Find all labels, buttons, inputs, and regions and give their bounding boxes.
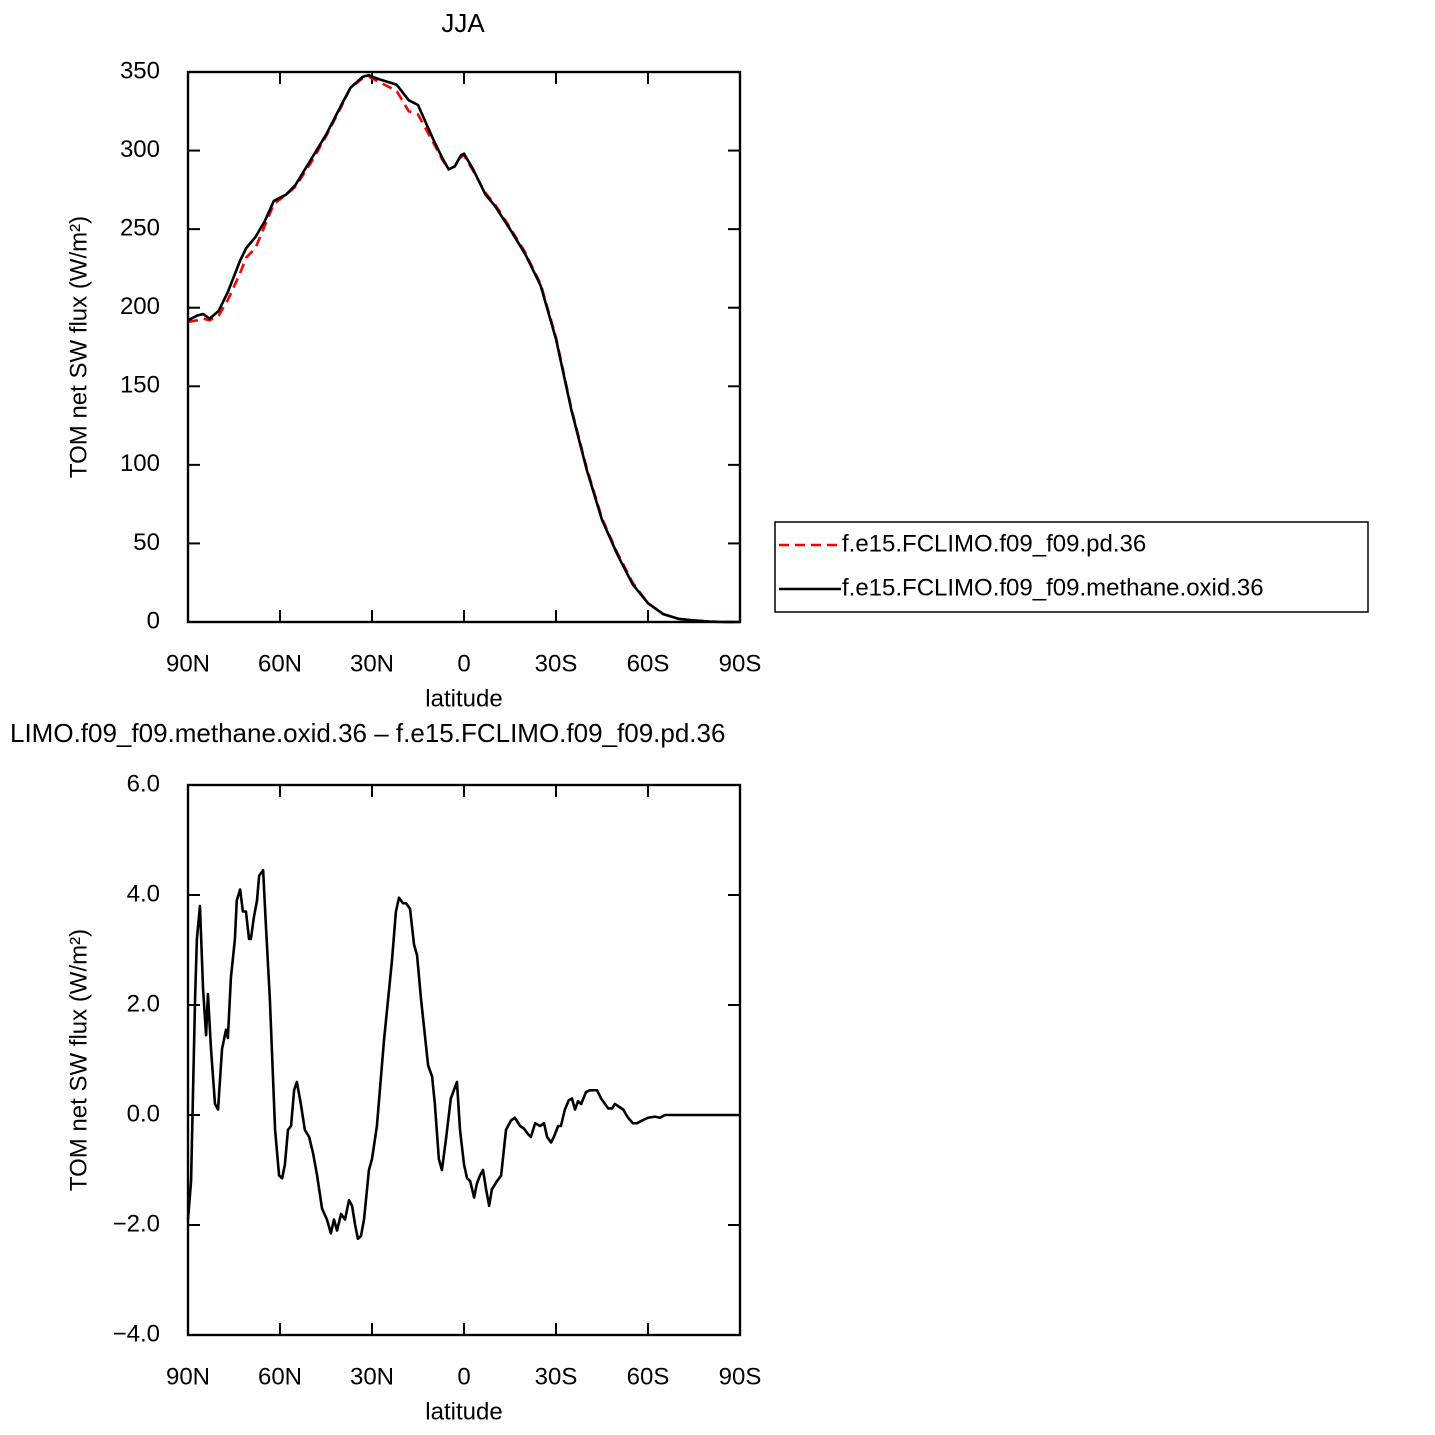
y-tick-label: 100 bbox=[120, 450, 160, 477]
y-tick-label: 50 bbox=[133, 529, 160, 556]
x-tick-label: 90S bbox=[719, 650, 762, 677]
legend-label: f.e15.FCLIMO.f09_f09.pd.36 bbox=[842, 530, 1146, 557]
x-tick-label: 0 bbox=[457, 650, 470, 677]
chart-title: LIMO.f09_f09.methane.oxid.36 – f.e15.FCL… bbox=[10, 718, 725, 748]
y-tick-label: 2.0 bbox=[127, 990, 160, 1017]
y-tick-label: 150 bbox=[120, 372, 160, 399]
series-line bbox=[187, 73, 740, 624]
y-tick-label: −4.0 bbox=[113, 1320, 160, 1347]
legend-label: f.e15.FCLIMO.f09_f09.methane.oxid.36 bbox=[842, 574, 1264, 601]
x-tick-label: 30S bbox=[535, 1363, 578, 1390]
x-tick-label: 60N bbox=[258, 650, 302, 677]
x-tick-label: 30N bbox=[350, 650, 394, 677]
series-line bbox=[187, 75, 740, 624]
y-tick-label: 4.0 bbox=[127, 880, 160, 907]
x-tick-label: 90N bbox=[166, 1363, 210, 1390]
x-tick-label: 30S bbox=[535, 650, 578, 677]
chart-title: JJA bbox=[441, 8, 485, 38]
y-tick-label: −2.0 bbox=[113, 1210, 160, 1237]
x-axis-label: latitude bbox=[425, 1398, 502, 1425]
y-axis-label: TOM net SW flux (W/m²) bbox=[65, 216, 92, 478]
x-axis-label: latitude bbox=[425, 685, 502, 712]
series-line bbox=[186, 868, 740, 1241]
plot-frame bbox=[186, 783, 742, 1337]
y-tick-label: 350 bbox=[120, 57, 160, 84]
x-tick-label: 60S bbox=[627, 650, 670, 677]
x-tick-label: 90N bbox=[166, 650, 210, 677]
x-tick-label: 30N bbox=[350, 1363, 394, 1390]
x-tick-label: 90S bbox=[719, 1363, 762, 1390]
x-tick-label: 60N bbox=[258, 1363, 302, 1390]
x-tick-label: 0 bbox=[457, 1363, 470, 1390]
plot-frame bbox=[186, 70, 742, 624]
y-tick-label: 0 bbox=[147, 607, 160, 634]
y-tick-label: 300 bbox=[120, 136, 160, 163]
y-tick-label: 0.0 bbox=[127, 1100, 160, 1127]
y-axis-label: TOM net SW flux (W/m²) bbox=[65, 929, 92, 1191]
legend-box bbox=[774, 521, 1369, 613]
y-tick-label: 200 bbox=[120, 293, 160, 320]
x-tick-label: 60S bbox=[627, 1363, 670, 1390]
y-tick-label: 250 bbox=[120, 214, 160, 241]
y-tick-label: 6.0 bbox=[127, 770, 160, 797]
